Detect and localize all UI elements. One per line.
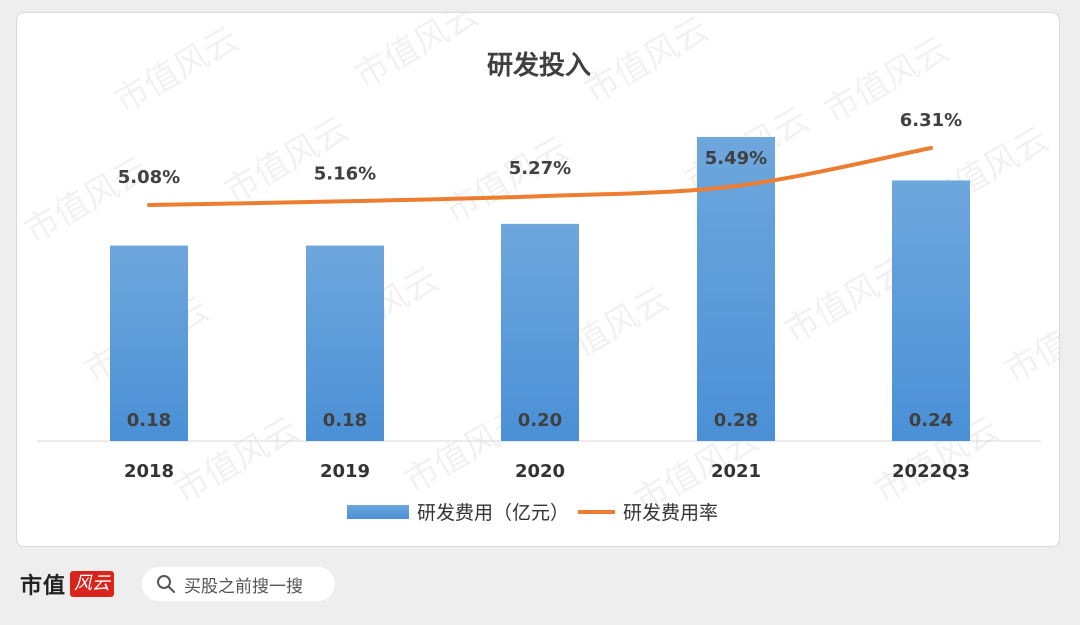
search-label: 买股之前搜一搜 [184, 576, 303, 597]
legend-label-line: 研发费用率 [623, 502, 718, 524]
line-label-2020: 5.27% [509, 158, 571, 179]
line-label-2019: 5.16% [314, 163, 376, 184]
bar-label-2022Q3: 0.24 [909, 410, 953, 431]
bar-2018 [110, 245, 188, 441]
brand-badge: 风云 [70, 571, 115, 597]
bar-label-2019: 0.18 [323, 410, 367, 431]
x-tick-label-2020: 2020 [515, 461, 565, 482]
bar-label-2018: 0.18 [127, 410, 171, 431]
chart-title: 研发投入 [487, 50, 591, 81]
brand-name: 市值 [20, 573, 67, 599]
chart: 研发投入 0.18 2018 0.18 2019 0.20 2020 0.28 2021 0.24… [37, 50, 1041, 524]
x-tick-label-2022Q3: 2022Q3 [892, 461, 970, 482]
bar-label-2021: 0.28 [714, 410, 758, 431]
x-tick-label-2021: 2021 [711, 461, 761, 482]
footer-bar: 市值 风云 买股之前搜一搜 [20, 566, 420, 602]
line-series-rate [147, 146, 933, 207]
chart-card: 市值风云 市值风云 市值风云 市值风云 市值风云 市值风云 市值风云 市值风云 市值风云 市值风云… [16, 12, 1060, 547]
x-tick-label-2018: 2018 [124, 461, 174, 482]
search-button[interactable]: 买股之前搜一搜 [142, 567, 335, 601]
line-label-2022Q3: 6.31% [900, 110, 962, 131]
bar-label-2020: 0.20 [518, 410, 562, 431]
legend-label-bar: 研发费用（亿元） [417, 502, 569, 524]
x-tick-label-2019: 2019 [320, 461, 370, 482]
line-label-2018: 5.08% [118, 167, 180, 188]
bar-2022Q3 [892, 180, 970, 441]
brand-logo: 市值 风云 [20, 568, 115, 600]
search-icon [157, 575, 175, 593]
bar-2019 [306, 245, 384, 441]
legend-swatch-bar [347, 505, 409, 519]
bar-2020 [501, 223, 579, 441]
line-label-2021: 5.49% [705, 148, 767, 169]
